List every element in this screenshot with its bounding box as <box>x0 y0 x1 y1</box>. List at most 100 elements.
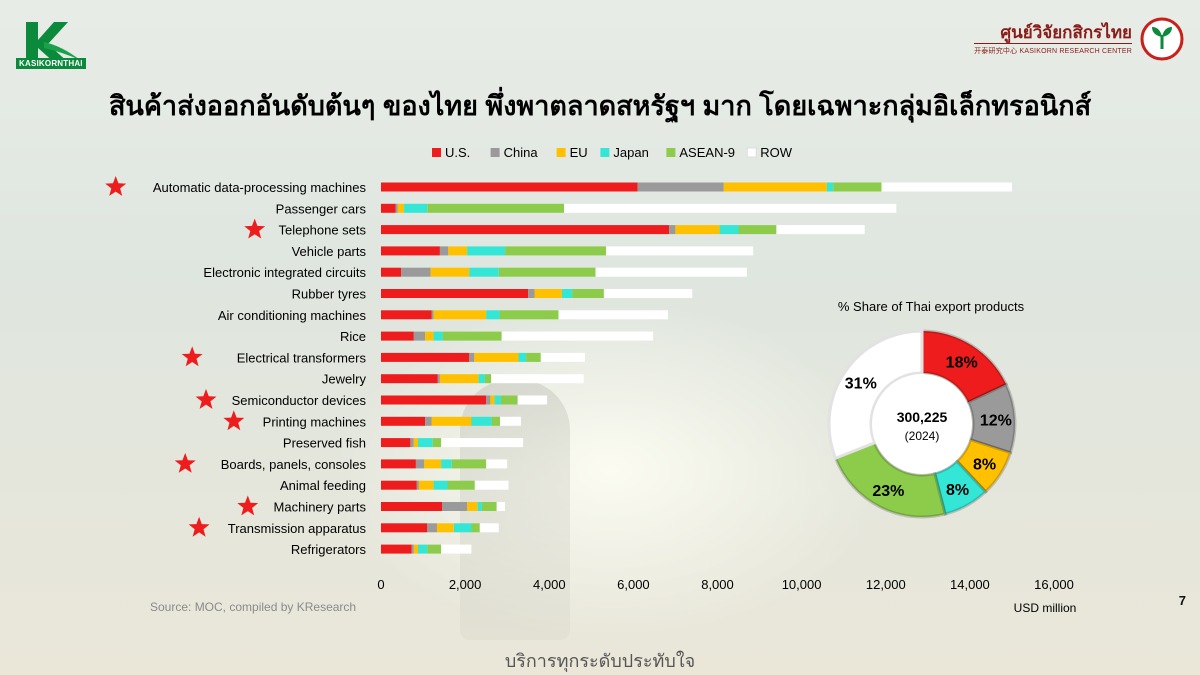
legend-label: ROW <box>760 145 793 160</box>
legend-label: Japan <box>613 145 648 160</box>
x-tick-label: 12,000 <box>866 577 906 592</box>
legend-swatch <box>556 148 566 157</box>
kresearch-emblem-icon <box>1140 17 1184 61</box>
bar-segment <box>441 438 524 448</box>
bar-segment <box>451 459 487 469</box>
kasikornthai-logo-text: KASIKORNTHAI <box>16 58 86 69</box>
bar-segment <box>418 480 434 490</box>
bar-segment <box>561 289 573 298</box>
bar-segment <box>431 416 472 426</box>
bar-segment <box>381 352 470 362</box>
category-label: Air conditioning machines <box>218 308 367 323</box>
x-tick-label: 8,000 <box>701 577 734 592</box>
bar-segment <box>427 523 437 533</box>
category-label: Semiconductor devices <box>232 393 367 408</box>
bar-segment <box>675 225 720 235</box>
tagline: บริการทุกระดับประทับใจ <box>504 651 696 671</box>
bar-segment <box>467 502 478 511</box>
bar-segment <box>669 225 676 235</box>
bar-segment <box>381 225 670 235</box>
bar-segment <box>381 246 440 256</box>
category-label: Automatic data-processing machines <box>153 180 367 195</box>
star-icon <box>181 346 203 367</box>
bar-segment <box>481 502 497 511</box>
bar-segment <box>486 310 500 320</box>
star-icon <box>188 516 210 537</box>
x-tick-label: 4,000 <box>533 577 566 592</box>
bar-segment <box>603 289 693 298</box>
star-icon <box>105 176 127 196</box>
bar-segment <box>494 395 501 405</box>
bar-segment <box>381 502 442 511</box>
donut-slice <box>932 459 988 516</box>
bar-segment <box>637 182 724 192</box>
bar-segment <box>381 438 411 448</box>
bar-segment <box>425 331 434 341</box>
star-icon <box>195 389 217 409</box>
category-label: Animal feeding <box>280 478 366 493</box>
bar-segment <box>441 459 452 469</box>
star-icon <box>174 452 196 473</box>
donut-center-value: 300,225 <box>897 409 948 425</box>
bar-segment <box>424 459 442 469</box>
legend-swatch <box>746 147 757 158</box>
bar-segment <box>486 459 508 469</box>
category-label: Machinery parts <box>274 500 367 515</box>
bar-segment <box>413 544 418 554</box>
bar-segment <box>474 352 519 362</box>
star-icon <box>244 218 266 239</box>
donut-slice-label: 12% <box>980 412 1012 429</box>
bar-segment <box>518 352 527 362</box>
bar-segment <box>719 225 739 235</box>
bar-segment <box>381 310 432 320</box>
category-label: Refrigerators <box>291 542 367 557</box>
bar-segment <box>432 438 442 448</box>
bar-segment <box>471 416 492 426</box>
bar-segment <box>413 438 418 448</box>
bar-segment <box>505 246 607 256</box>
bar-segment <box>540 352 585 362</box>
x-tick-label: 0 <box>377 577 384 592</box>
bar-segment <box>478 374 485 384</box>
bar-segment <box>499 310 559 320</box>
bar-segment <box>410 438 414 448</box>
category-label: Passenger cars <box>276 201 367 216</box>
bar-segment <box>500 395 518 405</box>
bar-segment <box>491 374 584 384</box>
category-label: Vehicle parts <box>292 244 367 259</box>
bar-segment <box>517 395 548 405</box>
category-label: Preserved fish <box>283 436 366 451</box>
kasikorn-k-icon <box>26 22 80 64</box>
legend-swatch <box>490 148 500 157</box>
bar-segment <box>381 395 487 405</box>
legend-swatch <box>432 148 441 157</box>
category-label: Rubber tyres <box>292 287 367 302</box>
bar-segment <box>427 203 564 213</box>
bar-segment <box>401 267 431 277</box>
bar-segment <box>404 203 428 213</box>
bar-segment <box>411 544 414 554</box>
bar-segment <box>534 289 562 298</box>
bar-segment <box>738 225 777 235</box>
bar-segment <box>479 523 499 533</box>
bar-segment <box>564 203 897 213</box>
legend-label: EU <box>570 145 588 160</box>
x-tick-label: 10,000 <box>782 577 822 592</box>
bar-segment <box>606 246 754 256</box>
bar-segment <box>381 331 414 341</box>
donut-slice <box>954 437 1013 494</box>
bar-segment <box>381 416 426 426</box>
bar-segment <box>528 289 535 298</box>
bar-segment <box>453 523 472 533</box>
bar-segment <box>496 502 506 511</box>
bar-segment <box>381 203 396 213</box>
category-label: Boards, panels, consoles <box>221 457 367 472</box>
bar-segment <box>418 438 433 448</box>
bar-segment <box>833 182 882 192</box>
bar-segment <box>723 182 827 192</box>
legend-label: ASEAN-9 <box>679 145 735 160</box>
kresearch-logo-sub: 开泰研究中心 KASIKORN RESEARCH CENTER <box>974 42 1132 56</box>
star-icon <box>223 410 245 431</box>
bar-segment <box>826 182 834 192</box>
legend-label: China <box>504 145 539 160</box>
